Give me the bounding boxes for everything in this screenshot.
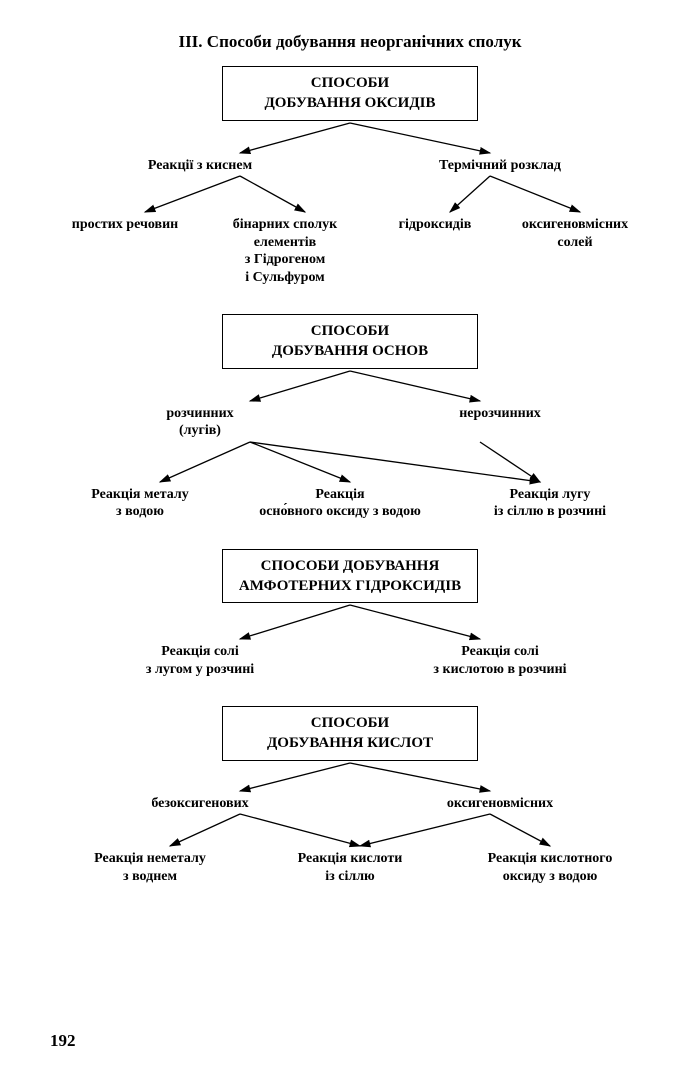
box-line: ДОБУВАННЯ КИСЛОТ	[267, 735, 433, 751]
box-oxides: СПОСОБИ ДОБУВАННЯ ОКСИДІВ	[222, 66, 478, 121]
diagram-bases: СПОСОБИ ДОБУВАННЯ ОСНОВ розчинних (лугів…	[50, 314, 650, 521]
label: гідроксидів	[395, 216, 476, 234]
box-line: ДОБУВАННЯ ОСНОВ	[272, 343, 428, 359]
box-line: СПОСОБИ	[311, 715, 389, 731]
box-line: ДОБУВАННЯ ОКСИДІВ	[264, 95, 435, 111]
row-l1: розчинних (лугів) нерозчинних	[50, 405, 650, 440]
label: нерозчинних	[455, 405, 545, 423]
diagram-oxides: СПОСОБИ ДОБУВАННЯ ОКСИДІВ Реакції з кисн…	[50, 66, 650, 286]
box-line: АМФОТЕРНИХ ГІДРОКСИДІВ	[239, 578, 461, 594]
label: розчинних (лугів)	[162, 405, 237, 440]
label: Термічний розклад	[435, 157, 565, 175]
label: Реакція лугу із сіллю в розчині	[490, 486, 610, 521]
label: Реакція кислоти із сіллю	[294, 850, 407, 885]
label: Реакції з киснем	[144, 157, 256, 175]
label: Реакція солі з лугом у розчині	[142, 643, 258, 678]
row-l2: простих речовин бінарних сполук елементі…	[50, 216, 650, 286]
label: Реакція солі з кислотою в розчині	[429, 643, 570, 678]
label: простих речовин	[68, 216, 182, 234]
diagram-amphoteric: СПОСОБИ ДОБУВАННЯ АМФОТЕРНИХ ГІДРОКСИДІВ…	[50, 549, 650, 679]
arrows-l0-l2	[50, 603, 650, 643]
page-number: 192	[50, 1031, 76, 1051]
label: оксигеновмісних	[443, 795, 557, 813]
row-l1: Реакції з киснем Термічний розклад	[50, 157, 650, 175]
label: безоксигенових	[147, 795, 252, 813]
box-line: СПОСОБИ	[311, 323, 389, 339]
row-l2: Реакція неметалу з воднем Реакція кислот…	[50, 850, 650, 885]
arrows-l1-l2	[50, 440, 650, 486]
arrows-l1-l2	[50, 174, 650, 216]
box-line: СПОСОБИ ДОБУВАННЯ	[261, 558, 440, 574]
row-l2: Реакція солі з лугом у розчині Реакція с…	[50, 643, 650, 678]
row-l1: безоксигенових оксигеновмісних	[50, 795, 650, 813]
label: Реакція кислотного оксиду з водою	[484, 850, 617, 885]
label: Реакція осно́вного оксиду з водою	[255, 486, 425, 521]
page-title: III. Способи добування неорганічних спол…	[0, 32, 700, 52]
diagram-acids: СПОСОБИ ДОБУВАННЯ КИСЛОТ безоксигенових …	[50, 706, 650, 885]
label: бінарних сполук елементів з Гідрогеном і…	[229, 216, 341, 286]
label: Реакція металу з водою	[87, 486, 192, 521]
arrows-l0-l1	[50, 761, 650, 795]
row-l2: Реакція металу з водою Реакція осно́вног…	[50, 486, 650, 521]
box-acids: СПОСОБИ ДОБУВАННЯ КИСЛОТ	[222, 706, 478, 761]
arrows-l1-l2	[50, 812, 650, 850]
label: Реакція неметалу з воднем	[90, 850, 210, 885]
arrows-l0-l1	[50, 121, 650, 157]
arrows-l0-l1	[50, 369, 650, 405]
box-line: СПОСОБИ	[311, 75, 389, 91]
box-bases: СПОСОБИ ДОБУВАННЯ ОСНОВ	[222, 314, 478, 369]
box-amphoteric: СПОСОБИ ДОБУВАННЯ АМФОТЕРНИХ ГІДРОКСИДІВ	[222, 549, 478, 604]
label: оксигеновмісних солей	[518, 216, 632, 251]
